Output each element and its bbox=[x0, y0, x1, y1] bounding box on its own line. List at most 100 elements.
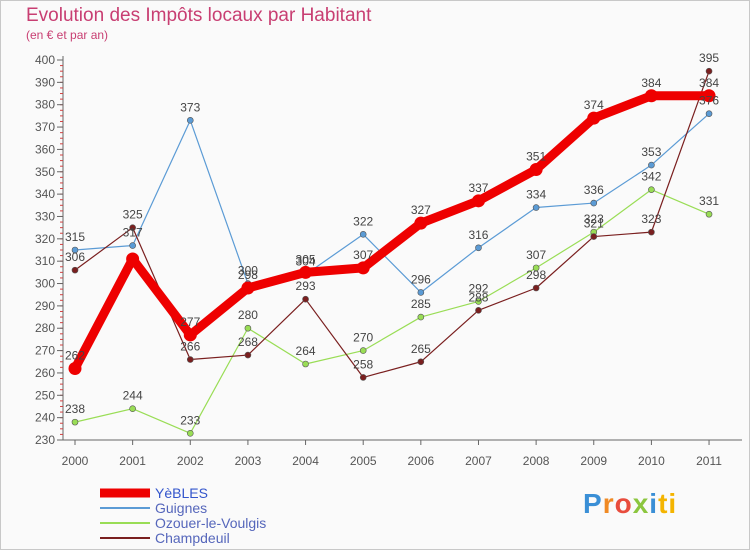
data-point bbox=[532, 204, 540, 211]
x-tick-label: 2004 bbox=[292, 454, 319, 468]
data-point bbox=[244, 324, 252, 332]
data-label: 307 bbox=[526, 248, 546, 262]
data-point bbox=[648, 161, 655, 169]
data-label: 293 bbox=[296, 279, 316, 293]
data-point bbox=[529, 163, 543, 177]
y-tick-label: 250 bbox=[35, 388, 55, 402]
data-point bbox=[186, 429, 194, 437]
y-tick-label: 350 bbox=[35, 165, 55, 179]
series-line-yèbles bbox=[70, 91, 714, 373]
data-label: 374 bbox=[584, 98, 604, 112]
data-label: 353 bbox=[641, 145, 661, 159]
data-point bbox=[68, 361, 82, 375]
data-point bbox=[475, 244, 482, 252]
x-tick-label: 2002 bbox=[177, 454, 204, 468]
x-tick-label: 2008 bbox=[523, 454, 550, 468]
data-label: 265 bbox=[411, 342, 431, 356]
series-line-guignes bbox=[74, 113, 710, 294]
data-point bbox=[71, 418, 79, 426]
data-point bbox=[475, 298, 482, 305]
data-point bbox=[417, 313, 425, 321]
y-tick-label: 310 bbox=[35, 254, 55, 268]
data-point bbox=[244, 351, 252, 359]
legend-label: Champdeuil bbox=[155, 530, 230, 546]
data-point bbox=[359, 231, 367, 238]
data-label: 323 bbox=[584, 212, 604, 226]
data-point bbox=[186, 356, 194, 363]
data-label: 258 bbox=[353, 357, 373, 371]
data-point bbox=[356, 261, 370, 275]
data-point bbox=[129, 242, 136, 249]
data-label: 384 bbox=[699, 76, 719, 90]
proxiti-logo: Proxiti bbox=[583, 488, 678, 519]
data-label: 306 bbox=[65, 250, 85, 264]
data-label: 384 bbox=[641, 76, 661, 90]
y-tick-label: 360 bbox=[35, 142, 55, 156]
data-point bbox=[705, 210, 713, 218]
data-label: 321 bbox=[584, 217, 604, 231]
data-point bbox=[183, 328, 197, 342]
data-label: 327 bbox=[411, 203, 431, 217]
series-line-champdeuil bbox=[74, 70, 710, 379]
data-point bbox=[129, 224, 136, 231]
data-label: 325 bbox=[123, 208, 143, 222]
data-point bbox=[475, 307, 482, 314]
y-tick-label: 240 bbox=[35, 411, 55, 425]
data-label: 331 bbox=[699, 194, 719, 208]
data-label: 280 bbox=[238, 308, 258, 322]
y-tick-label: 320 bbox=[35, 232, 55, 246]
y-tick-label: 270 bbox=[35, 344, 55, 358]
y-tick-label: 230 bbox=[35, 433, 55, 447]
data-label: 244 bbox=[123, 389, 143, 403]
data-point bbox=[359, 347, 367, 354]
data-label: 262 bbox=[65, 348, 85, 362]
data-label: 351 bbox=[526, 150, 546, 164]
series-line-ozouer-le-voulgis bbox=[74, 189, 710, 434]
data-label: 337 bbox=[468, 181, 488, 195]
legend-label: Ozouer-le-Voulgis bbox=[155, 515, 266, 531]
data-label: 238 bbox=[65, 402, 85, 416]
data-label: 277 bbox=[180, 315, 200, 329]
data-point bbox=[299, 265, 313, 279]
data-point bbox=[644, 89, 658, 103]
data-label: 270 bbox=[353, 331, 373, 345]
legend-label: Guignes bbox=[155, 500, 207, 516]
data-label: 292 bbox=[468, 281, 488, 295]
data-label: 334 bbox=[526, 188, 546, 202]
data-label: 298 bbox=[526, 268, 546, 282]
x-tick-label: 2007 bbox=[465, 454, 492, 468]
data-label: 315 bbox=[65, 230, 85, 244]
legend-label: YèBLES bbox=[155, 485, 208, 501]
data-label: 264 bbox=[296, 344, 316, 358]
data-point bbox=[648, 186, 655, 193]
data-point bbox=[302, 295, 309, 303]
y-tick-label: 370 bbox=[35, 120, 55, 134]
x-tick-label: 2006 bbox=[407, 454, 434, 468]
y-tick-label: 390 bbox=[35, 75, 55, 89]
y-tick-label: 290 bbox=[35, 299, 55, 313]
chart-subtitle: (en € et par an) bbox=[26, 28, 109, 42]
data-label: 296 bbox=[411, 272, 431, 286]
data-label: 317 bbox=[123, 226, 143, 240]
data-point bbox=[705, 110, 713, 117]
data-label: 268 bbox=[238, 335, 258, 349]
data-label: 395 bbox=[699, 51, 719, 65]
data-label: 266 bbox=[180, 340, 200, 354]
data-point bbox=[648, 228, 655, 236]
data-label: 288 bbox=[468, 290, 488, 304]
data-point bbox=[590, 199, 598, 207]
data-point bbox=[471, 194, 485, 208]
data-label: 307 bbox=[353, 248, 373, 262]
y-tick-label: 340 bbox=[35, 187, 55, 201]
x-tick-label: 2005 bbox=[350, 454, 377, 468]
y-tick-label: 400 bbox=[35, 53, 55, 67]
data-label: 304 bbox=[296, 255, 316, 269]
data-point bbox=[705, 67, 713, 75]
data-label: 300 bbox=[238, 264, 258, 278]
data-label: 316 bbox=[468, 228, 488, 242]
data-point bbox=[71, 266, 79, 274]
data-point bbox=[417, 358, 425, 366]
data-point bbox=[129, 405, 136, 413]
data-point bbox=[532, 284, 540, 292]
data-label: 336 bbox=[584, 183, 604, 197]
